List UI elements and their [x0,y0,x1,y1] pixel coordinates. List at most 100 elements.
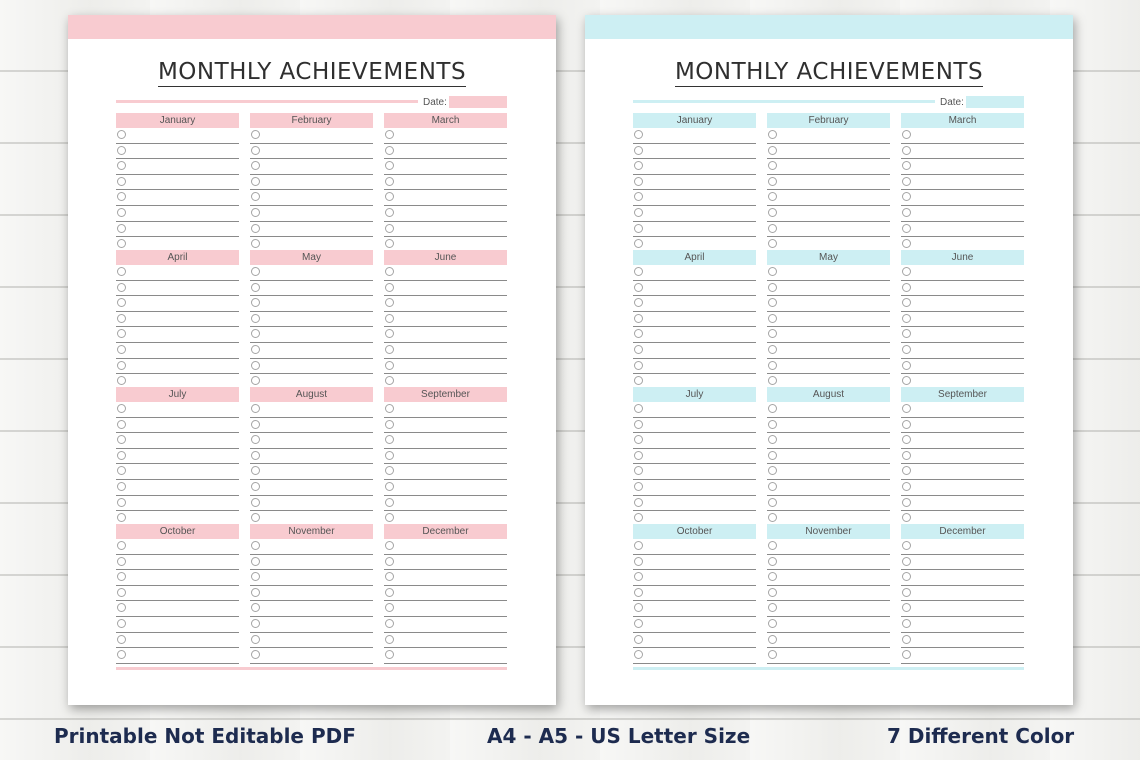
checkbox-circle-icon [634,466,643,476]
month-block-september: September [384,387,507,527]
checkbox-circle-icon [768,360,777,370]
achievement-line [384,570,507,586]
month-block-august: August [250,387,373,527]
checkbox-circle-icon [902,481,911,491]
achievement-line [384,190,507,206]
checkbox-circle-icon [768,587,777,597]
achievement-line [767,206,890,222]
achievement-line [384,496,507,512]
achievement-line [901,418,1024,434]
checkbox-circle-icon [385,282,394,292]
checkbox-circle-icon [251,176,260,186]
achievement-line [901,648,1024,664]
checkbox-circle-icon [251,466,260,476]
checkbox-circle-icon [902,497,911,507]
achievement-line [116,586,239,602]
checkbox-circle-icon [902,223,911,233]
checkbox-circle-icon [902,603,911,613]
checkbox-circle-icon [634,376,643,386]
month-block-october: October [633,524,756,664]
checkbox-circle-icon [385,313,394,323]
achievement-line [116,281,239,297]
achievement-line [250,128,373,144]
achievement-line [767,296,890,312]
month-block-august: August [767,387,890,527]
checkbox-circle-icon [117,435,126,445]
achievement-line [116,343,239,359]
achievement-line [384,343,507,359]
checkbox-circle-icon [902,267,911,276]
checkbox-circle-icon [385,344,394,354]
checkbox-circle-icon [768,176,777,186]
checkbox-circle-icon [768,572,777,582]
achievement-line [384,601,507,617]
checkbox-circle-icon [768,298,777,308]
checkbox-circle-icon [117,239,126,249]
achievement-line [116,617,239,633]
checkbox-circle-icon [117,556,126,566]
month-header: August [767,387,890,402]
checkbox-circle-icon [385,618,394,628]
achievement-line [384,480,507,496]
checkbox-circle-icon [902,344,911,354]
achievement-line [901,601,1024,617]
checkbox-circle-icon [385,481,394,491]
month-header: August [250,387,373,402]
achievement-line [633,539,756,555]
checkbox-circle-icon [251,329,260,339]
month-header: July [633,387,756,402]
checkbox-circle-icon [634,360,643,370]
achievement-line [901,190,1024,206]
achievement-line [384,555,507,571]
achievement-line [633,265,756,281]
month-block-september: September [901,387,1024,527]
checkbox-circle-icon [385,267,394,276]
achievement-line [116,480,239,496]
checkbox-circle-icon [902,450,911,460]
achievement-line [633,402,756,418]
checkbox-circle-icon [385,145,394,155]
planner-sheet-pink: MONTHLY ACHIEVEMENTS Date: January Februa… [68,15,556,705]
checkbox-circle-icon [768,497,777,507]
checkbox-circle-icon [634,450,643,460]
achievement-line [767,418,890,434]
checkbox-circle-icon [251,360,260,370]
checkbox-circle-icon [385,239,394,249]
achievement-line [384,206,507,222]
checkbox-circle-icon [385,513,394,523]
checkbox-circle-icon [251,282,260,292]
checkbox-circle-icon [902,176,911,186]
checkbox-circle-icon [634,603,643,613]
achievement-line [116,648,239,664]
achievement-line [633,570,756,586]
achievement-line [767,281,890,297]
checkbox-circle-icon [634,650,643,660]
achievement-line [901,144,1024,160]
achievement-line [767,433,890,449]
month-block-june: June [384,250,507,390]
footer-right-text: 7 Different Color [887,724,1075,748]
checkbox-circle-icon [117,650,126,660]
achievement-line [384,586,507,602]
checkbox-circle-icon [117,376,126,386]
checkbox-circle-icon [768,282,777,292]
month-header: May [767,250,890,265]
achievement-line [116,359,239,375]
achievement-line [250,359,373,375]
checkbox-circle-icon [634,223,643,233]
achievement-line [633,418,756,434]
month-block-may: May [250,250,373,390]
checkbox-circle-icon [385,466,394,476]
achievement-line [767,480,890,496]
checkbox-circle-icon [385,650,394,660]
checkbox-circle-icon [902,634,911,644]
checkbox-circle-icon [902,192,911,202]
checkbox-circle-icon [902,161,911,171]
month-header: October [633,524,756,539]
checkbox-circle-icon [634,634,643,644]
checkbox-circle-icon [902,298,911,308]
achievement-line [901,402,1024,418]
month-block-may: May [767,250,890,390]
achievement-line [384,175,507,191]
achievement-line [633,206,756,222]
